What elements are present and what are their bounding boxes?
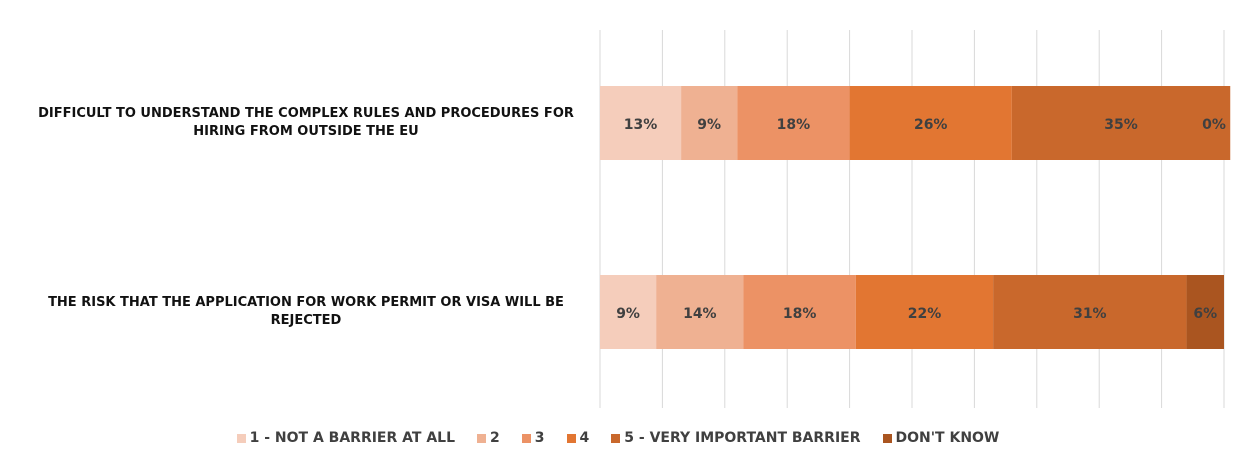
- data-label: 9%: [616, 306, 640, 322]
- legend-item: 4: [566, 430, 590, 446]
- bar-segment: [743, 275, 856, 349]
- legend-item: 3: [521, 430, 545, 446]
- data-label: 18%: [783, 306, 817, 322]
- data-label: 13%: [624, 117, 658, 133]
- data-label: 18%: [777, 117, 811, 133]
- bar-segment: [737, 86, 850, 160]
- legend-swatch: [611, 433, 621, 443]
- bar-segment: [993, 275, 1187, 349]
- legend-label: DON'T KNOW: [895, 430, 1000, 446]
- bar-segment: [855, 275, 994, 349]
- data-label: 14%: [683, 306, 717, 322]
- legend-swatch: [477, 433, 487, 443]
- legend-label: 5 - VERY IMPORTANT BARRIER: [624, 430, 861, 446]
- legend-item: 5 - VERY IMPORTANT BARRIER: [611, 430, 861, 446]
- bar-segment: [600, 275, 657, 349]
- legend: 1 - NOT A BARRIER AT ALL 2 3 4 5 - VERY IMPO…: [0, 430, 1236, 446]
- bar-segment: [656, 275, 744, 349]
- legend-item: 2: [477, 430, 500, 446]
- bar-segment: [600, 86, 682, 160]
- legend-label: 3: [534, 430, 545, 446]
- legend-item: DON'T KNOW: [882, 430, 1000, 446]
- data-label: 9%: [697, 117, 721, 133]
- data-label: 35%: [1104, 117, 1138, 133]
- data-label: 6%: [1193, 306, 1217, 322]
- legend-item: 1 - NOT A BARRIER AT ALL: [236, 430, 456, 446]
- legend-swatch: [521, 433, 531, 443]
- bar-segment: [1186, 275, 1224, 349]
- legend-swatch: [236, 433, 246, 443]
- bar-segment: [849, 86, 1012, 160]
- data-label: 0%: [1202, 117, 1226, 133]
- legend-label: 4: [579, 430, 590, 446]
- data-label: 26%: [914, 117, 948, 133]
- legend-swatch: [566, 433, 576, 443]
- category-label: DIFFICULT TO UNDERSTAND THE COMPLEX RULE…: [38, 106, 574, 139]
- data-label: 31%: [1073, 306, 1107, 322]
- legend-swatch: [882, 433, 892, 443]
- bar-segment: [681, 86, 738, 160]
- bar-segment: [1011, 86, 1231, 160]
- legend-label: 2: [490, 430, 500, 446]
- legend-label: 1 - NOT A BARRIER AT ALL: [249, 430, 456, 446]
- category-label: THE RISK THAT THE APPLICATION FOR WORK P…: [48, 295, 564, 328]
- data-label: 22%: [908, 306, 942, 322]
